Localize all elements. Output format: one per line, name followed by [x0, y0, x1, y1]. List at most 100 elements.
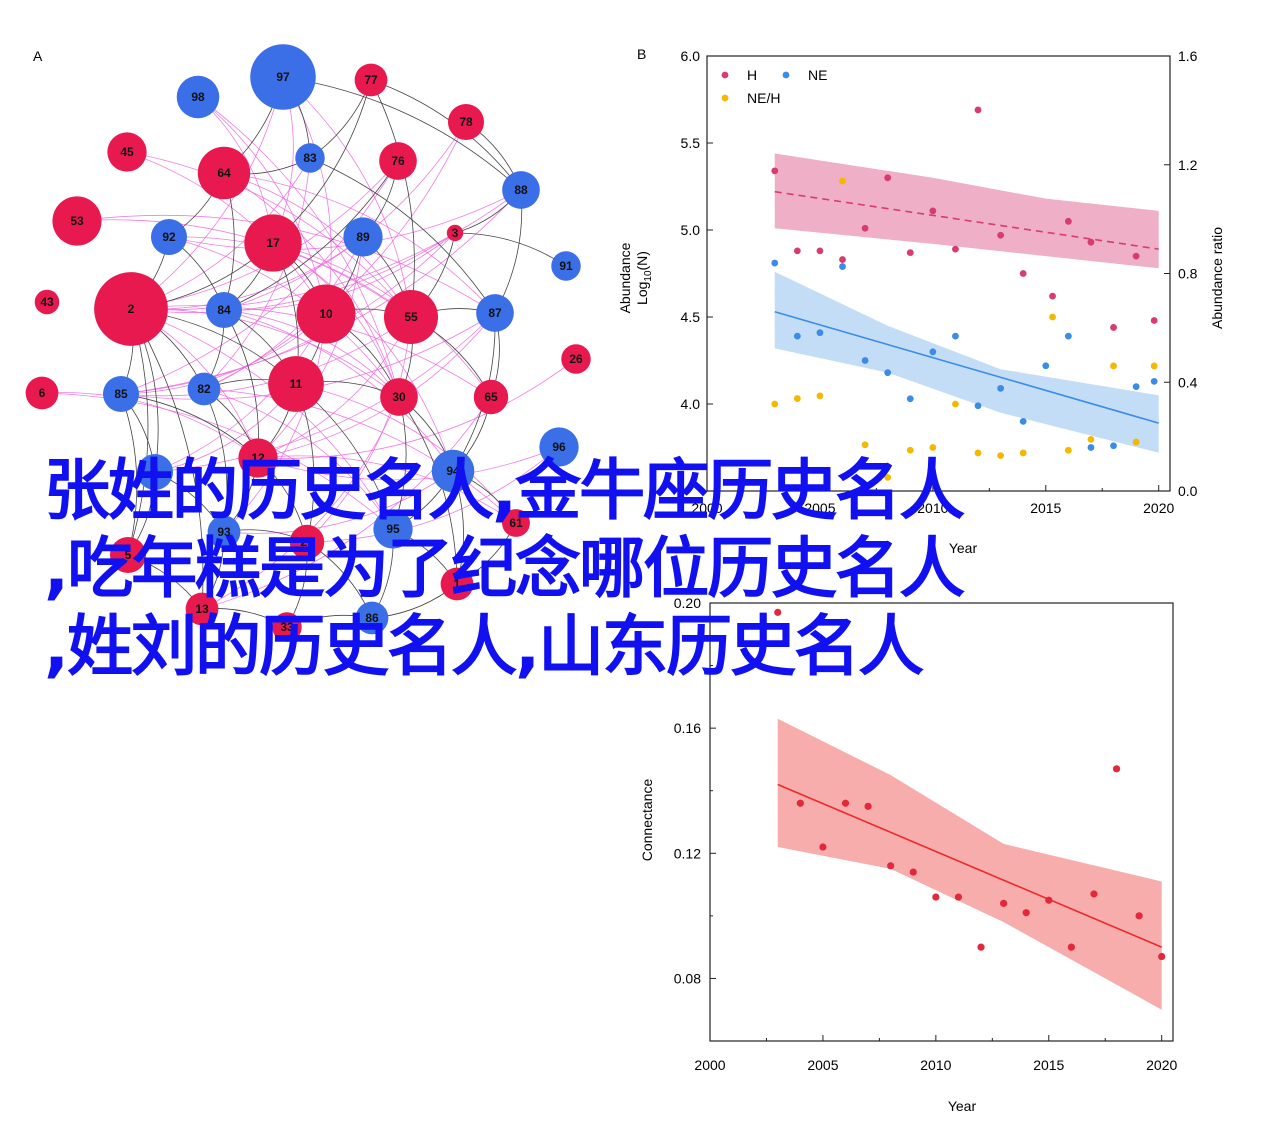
network-node: 87 — [476, 294, 514, 332]
legend-marker-ne-h — [721, 94, 729, 102]
c-x-tick-label: 2015 — [1033, 1057, 1064, 1073]
node-circle — [207, 515, 241, 549]
network-node: 92 — [150, 218, 188, 256]
network-node: 13 — [185, 592, 219, 626]
b-point-ne-h — [1150, 362, 1158, 370]
b-point-ne-h — [816, 392, 824, 400]
b-point-ne-h — [929, 444, 937, 451]
node-circle — [383, 289, 439, 345]
b-axes: 2000 2005 2010 2015 2020 4.0 4.5 5.0 5.5 6.0 0.0 0.… — [681, 48, 1198, 516]
c-point — [1090, 890, 1098, 898]
node-label: 61 — [509, 516, 523, 530]
network-node: 26 — [561, 344, 591, 374]
node-circle — [539, 427, 579, 467]
node-label: 12 — [251, 451, 265, 465]
b-data-points — [771, 106, 1158, 481]
network-node: 96 — [539, 427, 579, 467]
node-circle — [551, 251, 581, 281]
c-x-tick-label: 2010 — [920, 1057, 951, 1073]
node-label: 89 — [356, 230, 370, 244]
legend-label-ne: NE — [808, 67, 827, 83]
b-trend-lines — [774, 190, 1159, 424]
c-point — [1067, 943, 1075, 951]
b-point-h — [839, 256, 846, 263]
edge-pink — [126, 151, 412, 318]
node-label: 6 — [39, 386, 46, 400]
edge-pink — [120, 232, 456, 395]
edge-pink — [130, 308, 400, 398]
c-point — [1112, 765, 1121, 773]
c-data-points — [774, 608, 1166, 961]
b-point-ne-h — [906, 446, 914, 454]
c-point — [1158, 952, 1166, 961]
network-node: 3 — [446, 224, 464, 242]
b-point-h — [1150, 317, 1158, 324]
edge-pink — [41, 392, 259, 459]
b-point-ne-h — [1087, 435, 1095, 443]
b-point-h — [793, 247, 801, 255]
b-point-ne-h — [793, 395, 801, 402]
node-circle — [197, 146, 251, 200]
b-point-h — [997, 231, 1005, 239]
edge-pink — [126, 151, 327, 315]
node-label: 5 — [125, 548, 132, 562]
node-circle — [379, 142, 417, 180]
edge-dark — [282, 76, 522, 191]
c-point — [1022, 909, 1030, 917]
network-node: 27 — [289, 524, 325, 560]
panel-b-abundance: B 2000 2005 2010 2015 2020 4.0 4.5 5.0 5.5 6.0 0.0… — [617, 46, 1225, 556]
node-circle — [250, 44, 316, 110]
b-y-label-line2: Log10(N) — [634, 251, 654, 305]
b-point-ne-h — [1049, 313, 1056, 321]
b-point-ne-h — [997, 452, 1005, 460]
node-label: 86 — [365, 611, 379, 625]
c-y-tick-label: 0.16 — [674, 720, 701, 736]
network-node: 5 — [109, 536, 147, 574]
edge-dark — [203, 388, 228, 533]
node-label: 10 — [319, 307, 333, 321]
network-node: 91 — [551, 251, 581, 281]
node-label: 55 — [404, 310, 418, 324]
network-node: 94 — [431, 449, 475, 493]
node-label: 92 — [162, 230, 176, 244]
network-node: 45 — [107, 132, 147, 172]
b-point-ne-h — [1064, 446, 1072, 454]
edge-pink — [203, 121, 467, 390]
c-y-tick-label: 0.08 — [674, 970, 701, 986]
node-label: 96 — [552, 440, 566, 454]
network-node: 85 — [102, 375, 140, 413]
b-point-ne-h — [861, 441, 869, 449]
network-node: 97 — [250, 44, 316, 110]
node-circle — [447, 103, 485, 141]
edge-pink — [197, 96, 327, 315]
b-trend-ne — [774, 311, 1159, 424]
b-point-ne — [1042, 362, 1050, 370]
c-point — [864, 802, 872, 810]
node-label: 53 — [70, 214, 84, 228]
network-node: 86 — [355, 601, 389, 635]
overlay-line-1: 张姓的历史名人,金牛座历史名人 — [44, 452, 965, 529]
b-x-tick-label: 2010 — [917, 500, 948, 516]
b-y-label-log: Log — [634, 282, 650, 305]
edge-dark — [223, 160, 399, 311]
b-point-ne — [997, 384, 1005, 392]
node-label: 83 — [303, 151, 317, 165]
node-label: 17 — [266, 236, 280, 250]
edge-pink — [120, 160, 399, 395]
edge-pink — [223, 172, 496, 314]
b-x-tick-label: 2005 — [804, 500, 835, 516]
b-point-ne-h — [952, 400, 959, 408]
c-point — [796, 799, 804, 807]
node-label: 33 — [280, 620, 294, 634]
c-point — [932, 893, 940, 901]
b-y-label-sub: 10 — [643, 270, 654, 282]
c-point — [954, 893, 963, 901]
edge-pink — [154, 312, 496, 473]
node-label: 91 — [559, 259, 573, 273]
b-point-h — [1064, 217, 1072, 225]
edge-pink — [223, 172, 412, 318]
node-label: 26 — [569, 352, 583, 366]
node-label: 93 — [217, 525, 231, 539]
edge-pink — [168, 236, 400, 398]
